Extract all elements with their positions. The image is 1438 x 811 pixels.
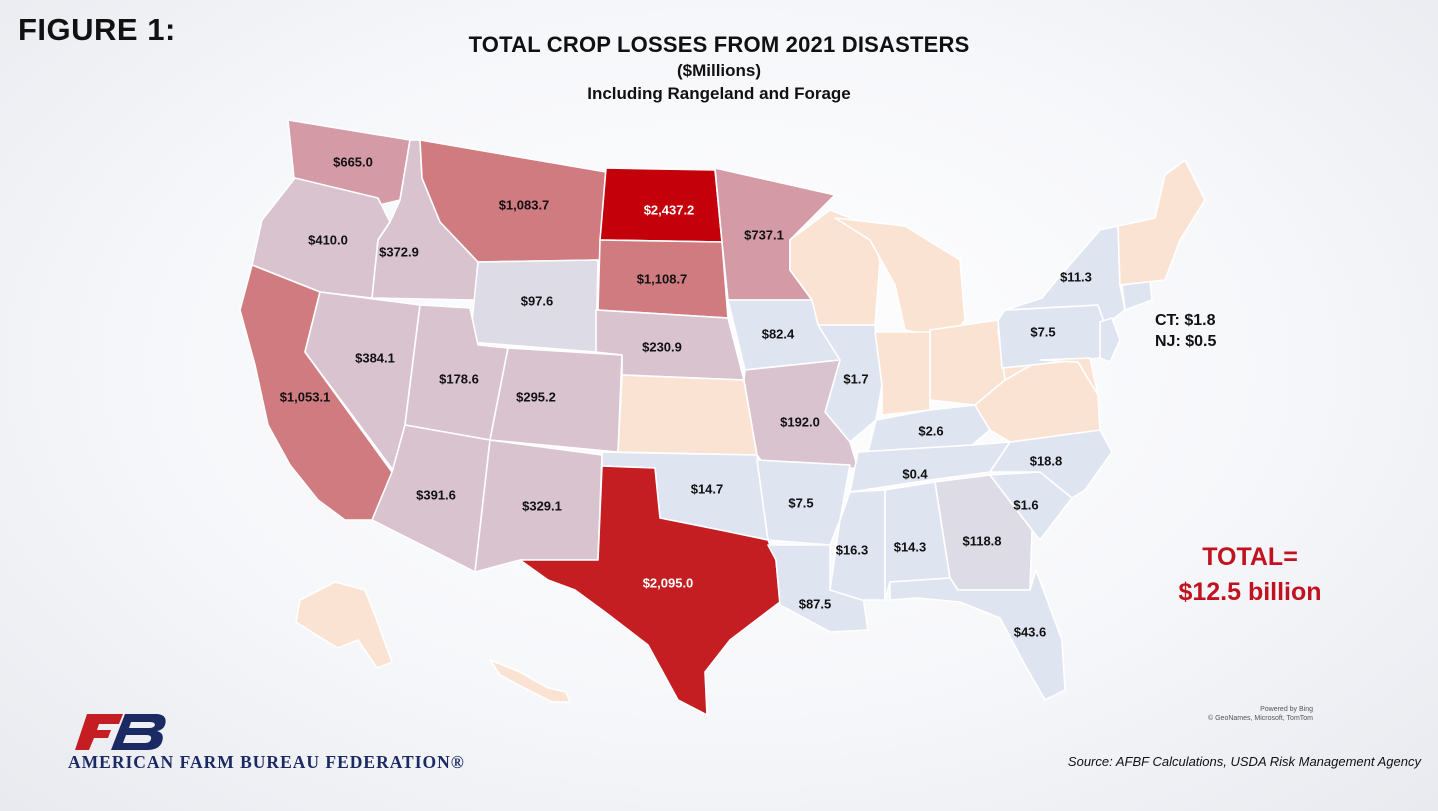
ct-nj-annotation: CT: $1.8 NJ: $0.5 xyxy=(1155,310,1216,352)
label-nc: $18.8 xyxy=(1030,453,1063,468)
label-ia: $82.4 xyxy=(762,326,795,341)
state-value-labels: $665.0 $410.0 $1,053.1 $372.9 $384.1 $1,… xyxy=(280,154,1092,639)
label-fl: $43.6 xyxy=(1014,624,1047,639)
label-sc: $1.6 xyxy=(1013,497,1038,512)
label-az: $391.6 xyxy=(416,487,456,502)
total-label: TOTAL= xyxy=(1202,543,1298,571)
label-ga: $118.8 xyxy=(962,533,1001,548)
state-ks xyxy=(617,374,758,456)
map-copyright: © GeoNames, Microsoft, TomTom xyxy=(1208,715,1313,722)
label-pa: $7.5 xyxy=(1030,324,1055,339)
chart-subtitle: Including Rangeland and Forage xyxy=(587,84,851,103)
title-block: TOTAL CROP LOSSES FROM 2021 DISASTERS ($… xyxy=(0,32,1438,104)
label-id: $372.9 xyxy=(379,244,419,259)
state-la xyxy=(767,544,869,633)
state-in xyxy=(874,331,931,416)
label-sd: $1,108.7 xyxy=(637,271,688,286)
powered-by: Powered by Bing xyxy=(1260,706,1313,713)
label-co: $295.2 xyxy=(516,389,556,404)
label-la: $87.5 xyxy=(799,596,832,611)
label-ok: $14.7 xyxy=(691,481,724,496)
state-md-de xyxy=(1039,357,1099,396)
state-tx xyxy=(519,465,781,716)
label-mt: $1,083.7 xyxy=(499,197,550,212)
label-ny: $11.3 xyxy=(1060,269,1092,284)
state-co xyxy=(489,347,623,453)
label-tn: $0.4 xyxy=(902,466,928,481)
label-ut: $178.6 xyxy=(439,371,479,386)
label-or: $410.0 xyxy=(308,232,348,247)
label-mo: $192.0 xyxy=(780,414,820,429)
label-ar: $7.5 xyxy=(788,495,813,510)
label-al: $14.3 xyxy=(894,539,927,554)
label-tx: $2,095.0 xyxy=(643,575,694,590)
organization-name: AMERICAN FARM BUREAU FEDERATION® xyxy=(68,752,465,772)
afbf-logo-icon xyxy=(73,712,169,757)
label-nv: $384.1 xyxy=(355,350,395,365)
label-mn: $737.1 xyxy=(744,227,784,242)
state-az xyxy=(371,424,491,573)
ct-value: CT: $1.8 xyxy=(1155,312,1216,329)
label-nd: $2,437.2 xyxy=(644,202,695,217)
total-annotation: TOTAL= $12.5 billion xyxy=(1150,540,1350,610)
label-wy: $97.6 xyxy=(521,293,554,308)
map-attribution: Powered by Bing © GeoNames, Microsoft, T… xyxy=(1200,705,1313,723)
label-wa: $665.0 xyxy=(333,154,373,169)
label-ky: $2.6 xyxy=(918,423,943,438)
state-hi xyxy=(489,659,571,703)
chart-title: TOTAL CROP LOSSES FROM 2021 DISASTERS xyxy=(468,32,970,57)
label-nm: $329.1 xyxy=(522,498,562,513)
state-fl xyxy=(889,569,1066,701)
state-ar xyxy=(756,459,851,546)
chart-subtitle-units: ($Millions) xyxy=(676,61,762,80)
label-il: $1.7 xyxy=(843,371,868,386)
state-nj xyxy=(1099,317,1121,363)
total-value: $12.5 billion xyxy=(1178,578,1322,606)
figure-label: FIGURE 1: xyxy=(18,12,176,47)
state-new-england xyxy=(1117,159,1206,286)
source-note: Source: AFBF Calculations, USDA Risk Man… xyxy=(1067,754,1421,769)
nj-value: NJ: $0.5 xyxy=(1155,333,1217,350)
label-ms: $16.3 xyxy=(836,542,869,557)
label-ca: $1,053.1 xyxy=(280,389,331,404)
label-ne: $230.9 xyxy=(642,339,682,354)
state-ak xyxy=(295,581,393,669)
